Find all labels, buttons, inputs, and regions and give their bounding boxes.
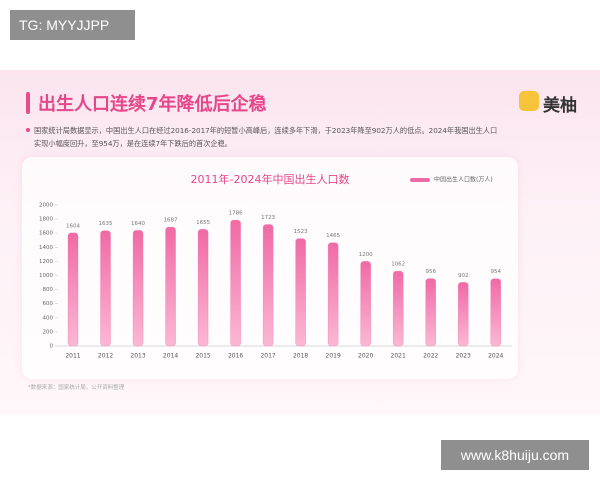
y-tick-label: 600 [43, 301, 54, 307]
page-title: 出生人口连续7年降低后企稳 [38, 94, 267, 115]
x-tick-label: 2018 [293, 353, 308, 360]
y-tick-label: 200 [43, 329, 54, 335]
bar [165, 226, 176, 347]
bullet [26, 128, 30, 132]
x-tick-label: 2014 [163, 353, 178, 360]
x-tick-label: 2011 [65, 353, 80, 360]
x-tick-label: 2016 [228, 353, 243, 360]
description: 国家统计局数据显示，中国出生人口在经过2016-2017年的短暂小高峰后，连续多… [34, 126, 498, 148]
data-label: 1723 [261, 215, 275, 221]
title-accent [26, 92, 30, 114]
bar [360, 261, 371, 347]
source-note: *数据来源：国家统计局，公开资料整理 [28, 385, 125, 391]
chart: 2011年-2024年中国出生人口数 0 200 400 600 800 1000 1200… [39, 172, 512, 360]
x-tick-label: 2020 [358, 353, 373, 360]
x-tick-label: 2021 [391, 353, 406, 360]
data-label: 1655 [196, 220, 210, 226]
brand-icon [519, 91, 539, 111]
bar [425, 278, 436, 347]
bar [328, 242, 339, 347]
brand: 美柚 [543, 96, 577, 116]
data-label: 1640 [131, 221, 145, 227]
watermark: TG: MYYJJPP [10, 10, 135, 40]
x-tick-label: 2017 [260, 353, 275, 360]
y-tick-label: 800 [43, 287, 54, 293]
bar [132, 230, 144, 347]
x-tick-label: 2012 [98, 353, 113, 360]
watermark: www.k8huiju.com [441, 440, 589, 470]
data-label: 1200 [359, 252, 373, 258]
bar [67, 232, 79, 347]
bar [262, 224, 274, 347]
data-label: 1687 [164, 218, 178, 224]
x-tick-label: 2013 [130, 353, 145, 360]
data-label: 956 [425, 269, 436, 275]
legend-swatch [410, 178, 430, 182]
legend-label: 中国出生人口数(万人) [434, 176, 493, 184]
y-tick-label: 400 [43, 315, 54, 321]
y-tick-label: 1800 [39, 217, 53, 223]
data-label: 1523 [294, 229, 308, 235]
data-label: 902 [458, 273, 469, 279]
y-tick-label: 2000 [39, 203, 53, 209]
bar [230, 219, 241, 347]
x-tick-label: 2024 [488, 353, 503, 360]
y-tick-label: 0 [50, 344, 54, 350]
y-tick-label: 1600 [39, 231, 53, 237]
y-tick-label: 1000 [39, 273, 53, 279]
bar [490, 278, 501, 347]
bar [393, 270, 404, 347]
x-tick-label: 2022 [423, 353, 438, 360]
y-tick-label: 1400 [39, 245, 53, 251]
bar [197, 229, 209, 347]
bar [458, 282, 469, 347]
x-tick-label: 2019 [326, 353, 341, 360]
data-label: 954 [490, 269, 501, 275]
y-tick-label: 1200 [39, 259, 53, 265]
data-label: 1465 [326, 233, 340, 239]
bar [295, 238, 306, 347]
bar [100, 230, 111, 347]
data-label: 1635 [99, 221, 113, 227]
chart-title: 2011年-2024年中国出生人口数 [191, 172, 350, 186]
x-tick-label: 2015 [195, 353, 210, 360]
x-tick-label: 2023 [456, 353, 471, 360]
data-label: 1786 [229, 211, 243, 217]
data-label: 1604 [66, 223, 80, 229]
data-label: 1062 [391, 262, 405, 268]
